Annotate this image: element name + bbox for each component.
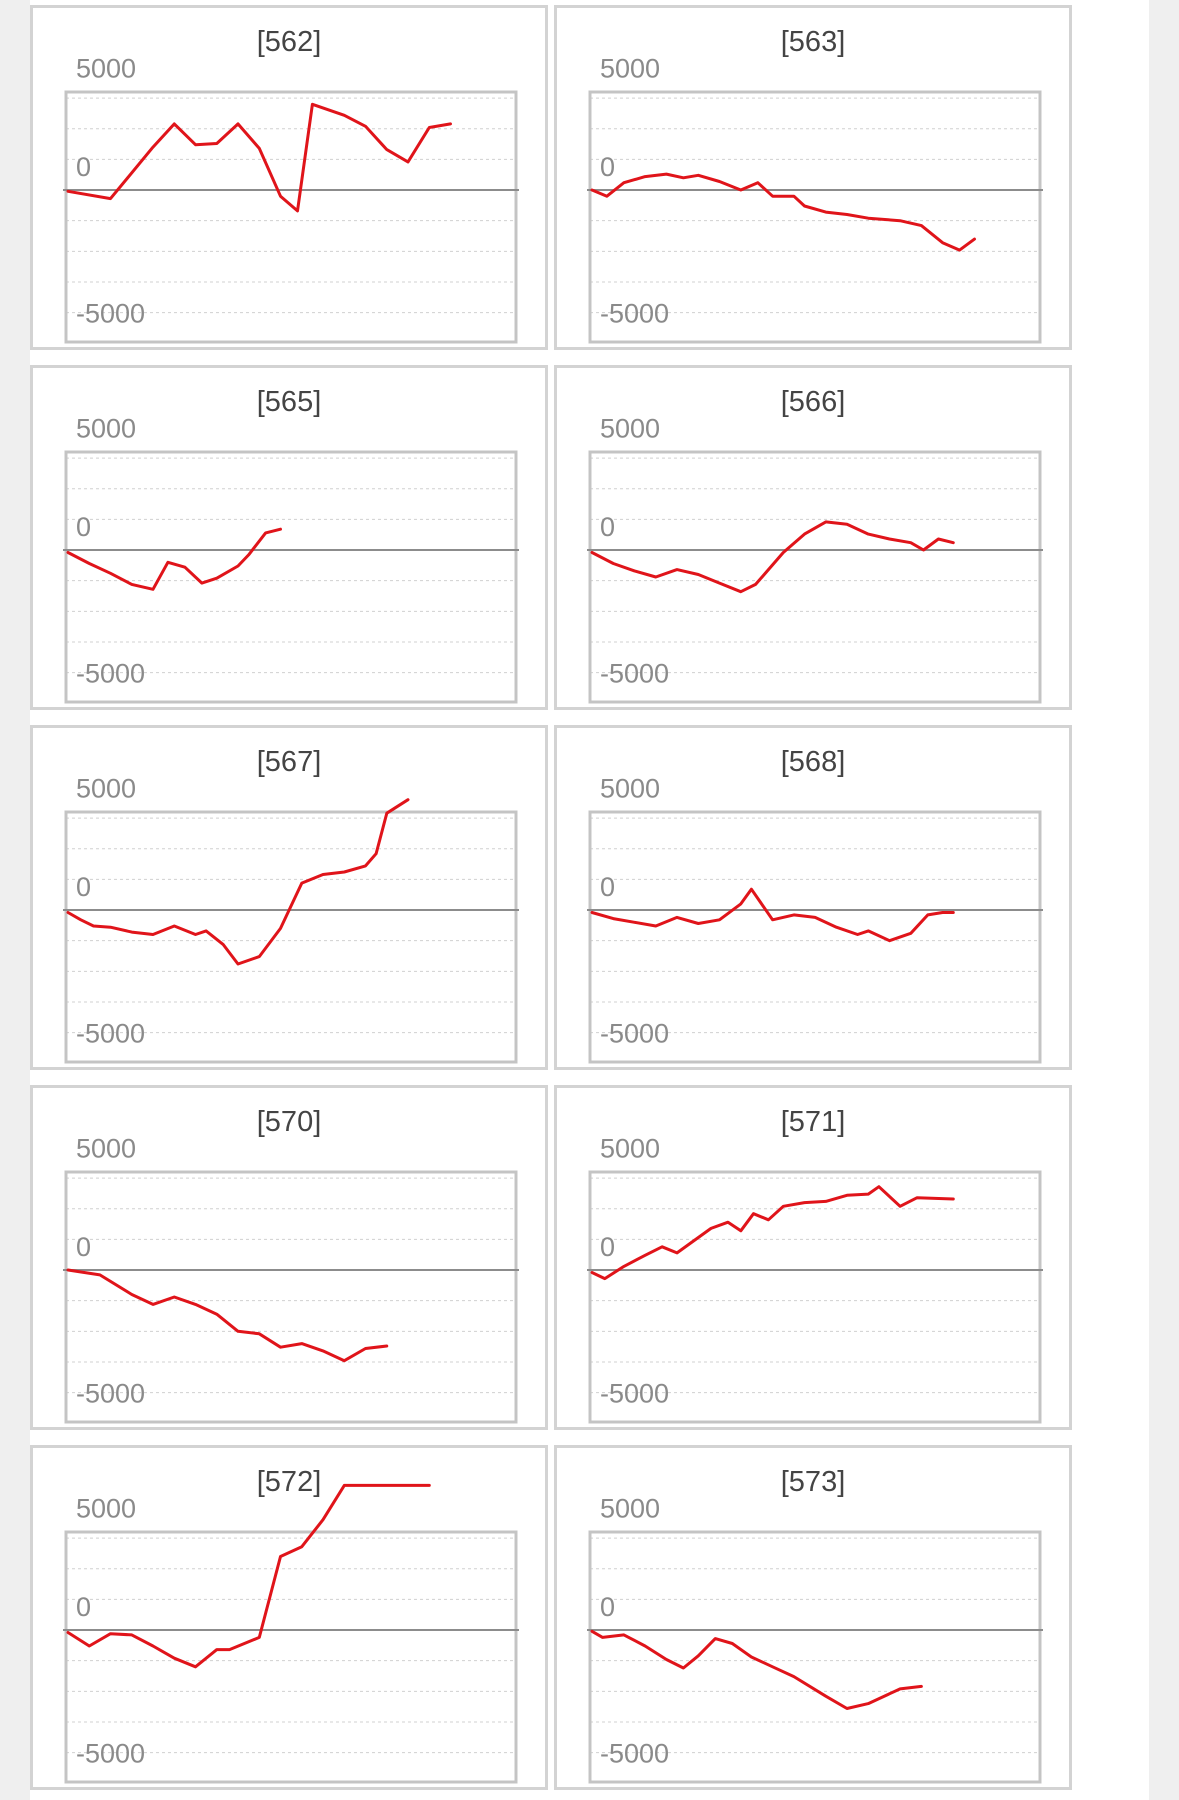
line-chart: 5000 0 -5000 <box>63 773 519 1064</box>
line-chart: 5000 0 -5000 <box>587 773 1043 1064</box>
y-tick-label: 0 <box>76 1592 91 1622</box>
y-tick-label: -5000 <box>76 299 145 329</box>
y-tick-label: -5000 <box>76 1019 145 1049</box>
y-tick-label: -5000 <box>76 1739 145 1769</box>
chart-panel: [562] 5000 0 -5000 <box>30 5 548 350</box>
y-tick-label: -5000 <box>600 659 669 689</box>
plot-frame <box>588 1170 1042 1424</box>
chart-panel: [566] 5000 0 -5000 <box>554 365 1072 710</box>
chart-title: [571] <box>780 1106 846 1138</box>
series-line <box>66 1268 389 1363</box>
line-chart: 5000 0 -5000 <box>587 1133 1043 1424</box>
y-tick-label: -5000 <box>600 1019 669 1049</box>
line-chart: 5000 0 -5000 <box>63 1133 519 1424</box>
series-line <box>66 798 410 966</box>
chart-panel: [568] 5000 0 -5000 <box>554 725 1072 1070</box>
series-line <box>66 527 282 591</box>
chart-title: [573] <box>780 1466 846 1498</box>
chart-title: [563] <box>780 26 846 58</box>
line-chart: 5000 0 -5000 <box>63 1483 519 1784</box>
plot-frame <box>64 1530 518 1784</box>
series-line <box>66 1483 431 1669</box>
chart-panel: [567] 5000 0 -5000 <box>30 725 548 1070</box>
y-tick-label: 5000 <box>76 1493 136 1523</box>
chart-title: [570] <box>256 1106 322 1138</box>
series-line <box>590 172 976 252</box>
y-tick-label: -5000 <box>600 299 669 329</box>
y-tick-label: 0 <box>600 1592 615 1622</box>
y-tick-label: 5000 <box>600 1133 660 1163</box>
plot-frame <box>588 810 1042 1064</box>
y-tick-label: 5000 <box>600 413 660 443</box>
chart-panel: [573] 5000 0 -5000 <box>554 1445 1072 1790</box>
y-tick-label: 5000 <box>76 53 136 83</box>
plot-frame <box>64 810 518 1064</box>
plot-frame <box>64 90 518 344</box>
series-line <box>590 1629 923 1710</box>
y-tick-label: 5000 <box>76 1133 136 1163</box>
y-tick-label: -5000 <box>600 1739 669 1769</box>
y-tick-label: 0 <box>76 152 91 182</box>
plot-frame <box>64 450 518 704</box>
line-chart: 5000 0 -5000 <box>587 53 1043 344</box>
chart-title: [562] <box>256 26 322 58</box>
y-tick-label: 0 <box>76 512 91 542</box>
y-tick-label: 0 <box>600 152 615 182</box>
y-tick-label: 5000 <box>76 413 136 443</box>
chart-panel: [570] 5000 0 -5000 <box>30 1085 548 1430</box>
chart-title: [568] <box>780 746 846 778</box>
series-line <box>66 102 452 213</box>
y-tick-label: 0 <box>600 1232 615 1262</box>
plot-frame <box>588 450 1042 704</box>
chart-panel: [571] 5000 0 -5000 <box>554 1085 1072 1430</box>
y-tick-label: -5000 <box>76 659 145 689</box>
y-tick-label: 5000 <box>600 773 660 803</box>
plot-frame <box>588 1530 1042 1784</box>
chart-title: [566] <box>780 386 846 418</box>
chart-title: [572] <box>256 1466 322 1498</box>
line-chart: 5000 0 -5000 <box>63 53 519 344</box>
chart-title: [565] <box>256 386 322 418</box>
y-tick-label: 0 <box>76 872 91 902</box>
chart-panel: [572] 5000 0 -5000 <box>30 1445 548 1790</box>
y-tick-label: 0 <box>600 872 615 902</box>
y-tick-label: 5000 <box>600 1493 660 1523</box>
chart-panel: [565] 5000 0 -5000 <box>30 365 548 710</box>
line-chart: 5000 0 -5000 <box>587 413 1043 704</box>
y-tick-label: 5000 <box>600 53 660 83</box>
plot-frame <box>64 1170 518 1424</box>
line-chart: 5000 0 -5000 <box>63 413 519 704</box>
line-chart: 5000 0 -5000 <box>587 1493 1043 1784</box>
y-tick-label: 0 <box>600 512 615 542</box>
y-tick-label: 5000 <box>76 773 136 803</box>
y-tick-label: -5000 <box>76 1379 145 1409</box>
plot-frame <box>588 90 1042 344</box>
series-line <box>590 520 955 594</box>
chart-title: [567] <box>256 746 322 778</box>
y-tick-label: -5000 <box>600 1379 669 1409</box>
y-tick-label: 0 <box>76 1232 91 1262</box>
series-line <box>590 1185 955 1281</box>
chart-panel: [563] 5000 0 -5000 <box>554 5 1072 350</box>
series-line <box>590 887 955 943</box>
